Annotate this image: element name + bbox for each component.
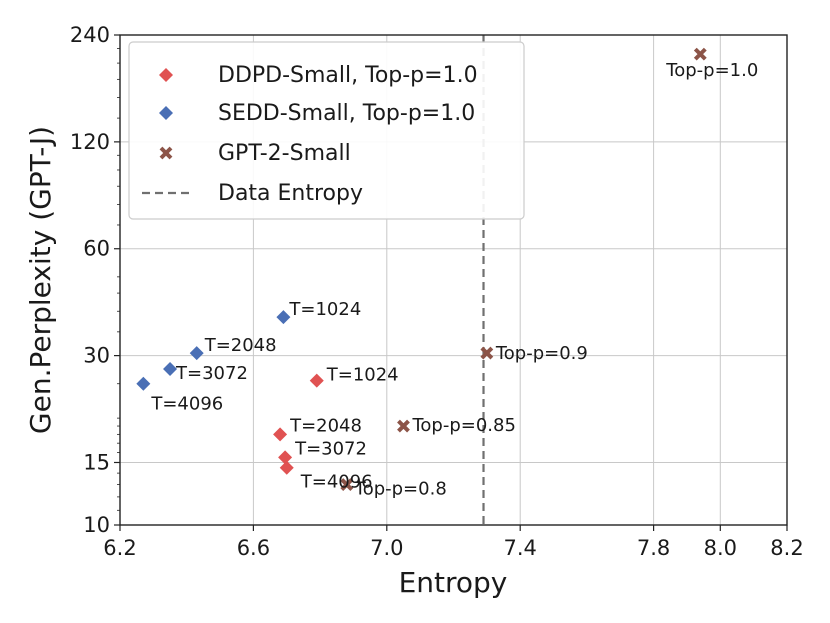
x-tick-label: 6.2 bbox=[103, 536, 136, 560]
legend-x-icon-stroke bbox=[159, 146, 173, 160]
point-label: Top-p=0.8 bbox=[354, 479, 447, 500]
gpt2-point-marker-stroke bbox=[397, 419, 410, 433]
point-label: T=4096 bbox=[300, 472, 373, 493]
sedd-point-marker bbox=[276, 310, 291, 325]
gpt2-point-marker bbox=[693, 47, 707, 61]
y-tick-label: 10 bbox=[83, 513, 110, 537]
y-tick-label: 15 bbox=[83, 450, 110, 474]
legend-label-sedd: SEDD-Small, Top-p=1.0 bbox=[218, 101, 475, 126]
sedd-point-marker bbox=[136, 376, 151, 391]
sedd-point-marker bbox=[189, 346, 204, 361]
gpt2-point-marker bbox=[480, 346, 494, 360]
x-tick-label: 7.0 bbox=[370, 536, 403, 560]
point-labels: T=1024T=2048T=3072T=4096T=1024T=2048T=30… bbox=[150, 60, 758, 499]
y-tick-label: 60 bbox=[83, 237, 110, 261]
legend-x-icon bbox=[159, 146, 173, 160]
point-label: T=3072 bbox=[294, 438, 367, 459]
point-label: T=3072 bbox=[175, 363, 248, 384]
y-tick-label: 240 bbox=[70, 23, 110, 47]
x-tick-label: 7.4 bbox=[503, 536, 536, 560]
data-points bbox=[136, 47, 707, 491]
x-axis-title: Entropy bbox=[399, 566, 508, 599]
point-label: Top-p=0.85 bbox=[411, 415, 515, 436]
x-tick-label: 6.6 bbox=[237, 536, 270, 560]
legend-marker-gpt2 bbox=[159, 146, 173, 160]
x-tick-label: 8.2 bbox=[770, 536, 803, 560]
legend-marker-sedd bbox=[159, 106, 173, 120]
legend-box bbox=[128, 41, 525, 220]
point-label: T=4096 bbox=[150, 394, 223, 415]
y-axis-title: Gen.Perplexity (GPT-J) bbox=[24, 126, 57, 434]
x-tick-label: 8.0 bbox=[704, 536, 737, 560]
point-label: T=1024 bbox=[288, 299, 361, 320]
point-label: T=1024 bbox=[326, 365, 399, 386]
legend-label-gpt2: GPT-2-Small bbox=[218, 141, 351, 166]
legend-label-data-entropy: Data Entropy bbox=[218, 181, 363, 206]
point-label: T=2048 bbox=[204, 335, 277, 356]
point-label: Top-p=1.0 bbox=[665, 60, 758, 81]
point-label: T=2048 bbox=[289, 415, 362, 436]
legend-marker-ddpd bbox=[159, 68, 173, 82]
gpt2-point-marker-stroke bbox=[480, 346, 494, 360]
gpt2-point-marker-stroke bbox=[693, 47, 707, 61]
gpt2-point-marker-stroke bbox=[340, 478, 354, 491]
sedd-point-marker bbox=[163, 362, 178, 377]
ddpd-point-marker bbox=[279, 460, 294, 475]
ddpd-point-marker bbox=[309, 373, 324, 388]
gpt2-point-marker bbox=[397, 419, 410, 433]
ddpd-point-marker bbox=[278, 450, 293, 465]
plot-frame bbox=[119, 34, 788, 526]
axis-ticks: 6.2 6.6 7.0 7.4 7.8 8.0 8.2 10 15 30 60 120 240 bbox=[70, 23, 804, 560]
ddpd-point-marker bbox=[273, 427, 288, 442]
gpt2-point-marker bbox=[340, 478, 354, 491]
y-tick-label: 120 bbox=[70, 130, 110, 154]
y-tick-label: 30 bbox=[83, 344, 110, 368]
legend: DDPD-Small, Top-p=1.0 SEDD-Small, Top-p=… bbox=[128, 41, 525, 220]
x-tick-label: 7.8 bbox=[637, 536, 670, 560]
legend-label-ddpd: DDPD-Small, Top-p=1.0 bbox=[218, 63, 478, 88]
point-label: Top-p=0.9 bbox=[495, 343, 588, 364]
